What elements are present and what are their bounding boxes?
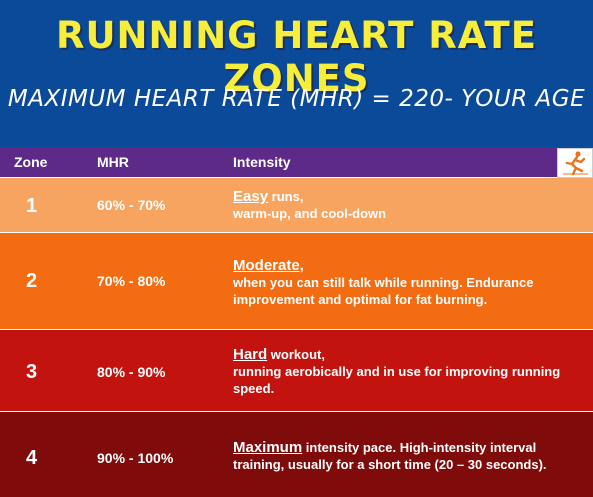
- zone-row-2: 2 70% - 80% Moderate, when you can still…: [0, 233, 593, 329]
- zone-number: 2: [26, 270, 38, 292]
- zone-detail: when you can still talk while running. E…: [233, 275, 534, 307]
- zone-mhr: 60% - 70%: [97, 197, 166, 213]
- zone-mhr: 70% - 80%: [97, 273, 166, 289]
- header-intensity: Intensity: [233, 154, 291, 170]
- zone-number: 4: [26, 447, 38, 469]
- zone-detail: warm-up, and cool-down: [233, 206, 387, 221]
- header-mhr: MHR: [97, 154, 129, 170]
- zone-number: 3: [26, 361, 38, 383]
- zone-mhr: 80% - 90%: [97, 364, 166, 380]
- zone-keyword-tail: intensity pace. High-intensity interval …: [233, 440, 547, 472]
- zone-keyword: Easy: [233, 188, 269, 205]
- header-banner: RUNNING HEART RATE ZONES MAXIMUM HEART R…: [0, 0, 593, 147]
- mhr-formula: MAXIMUM HEART RATE (MHR) = 220- YOUR AGE: [7, 86, 586, 112]
- zone-row-3: 3 80% - 90% Hard workout, running aerobi…: [0, 330, 593, 411]
- zone-keyword: Maximum: [233, 439, 303, 456]
- zone-keyword-tail: workout,: [267, 347, 325, 362]
- row-divider: [0, 411, 593, 412]
- zone-row-4: 4 90% - 100% Maximum intensity pace. Hig…: [0, 412, 593, 497]
- zone-number: 1: [26, 195, 38, 217]
- runner-icon: [557, 148, 593, 178]
- zone-keyword: Moderate,: [233, 257, 304, 274]
- header-zone: Zone: [14, 154, 48, 170]
- table-header: Zone MHR Intensity: [0, 147, 593, 177]
- zone-intensity: Easy runs, warm-up, and cool-down: [233, 188, 583, 222]
- zone-intensity: Maximum intensity pace. High-intensity i…: [233, 439, 583, 473]
- zone-intensity: Hard workout, running aerobically and in…: [233, 346, 583, 397]
- zone-keyword-tail: runs,: [268, 189, 304, 204]
- zone-detail: running aerobically and in use for impro…: [233, 364, 561, 396]
- row-divider: [0, 329, 593, 330]
- zone-keyword: Hard: [233, 346, 268, 363]
- zone-row-1: 1 60% - 70% Easy runs, warm-up, and cool…: [0, 178, 593, 232]
- row-divider: [0, 232, 593, 233]
- zone-intensity: Moderate, when you can still talk while …: [233, 257, 583, 308]
- page-title: RUNNING HEART RATE ZONES: [55, 14, 538, 100]
- zone-mhr: 90% - 100%: [97, 450, 174, 466]
